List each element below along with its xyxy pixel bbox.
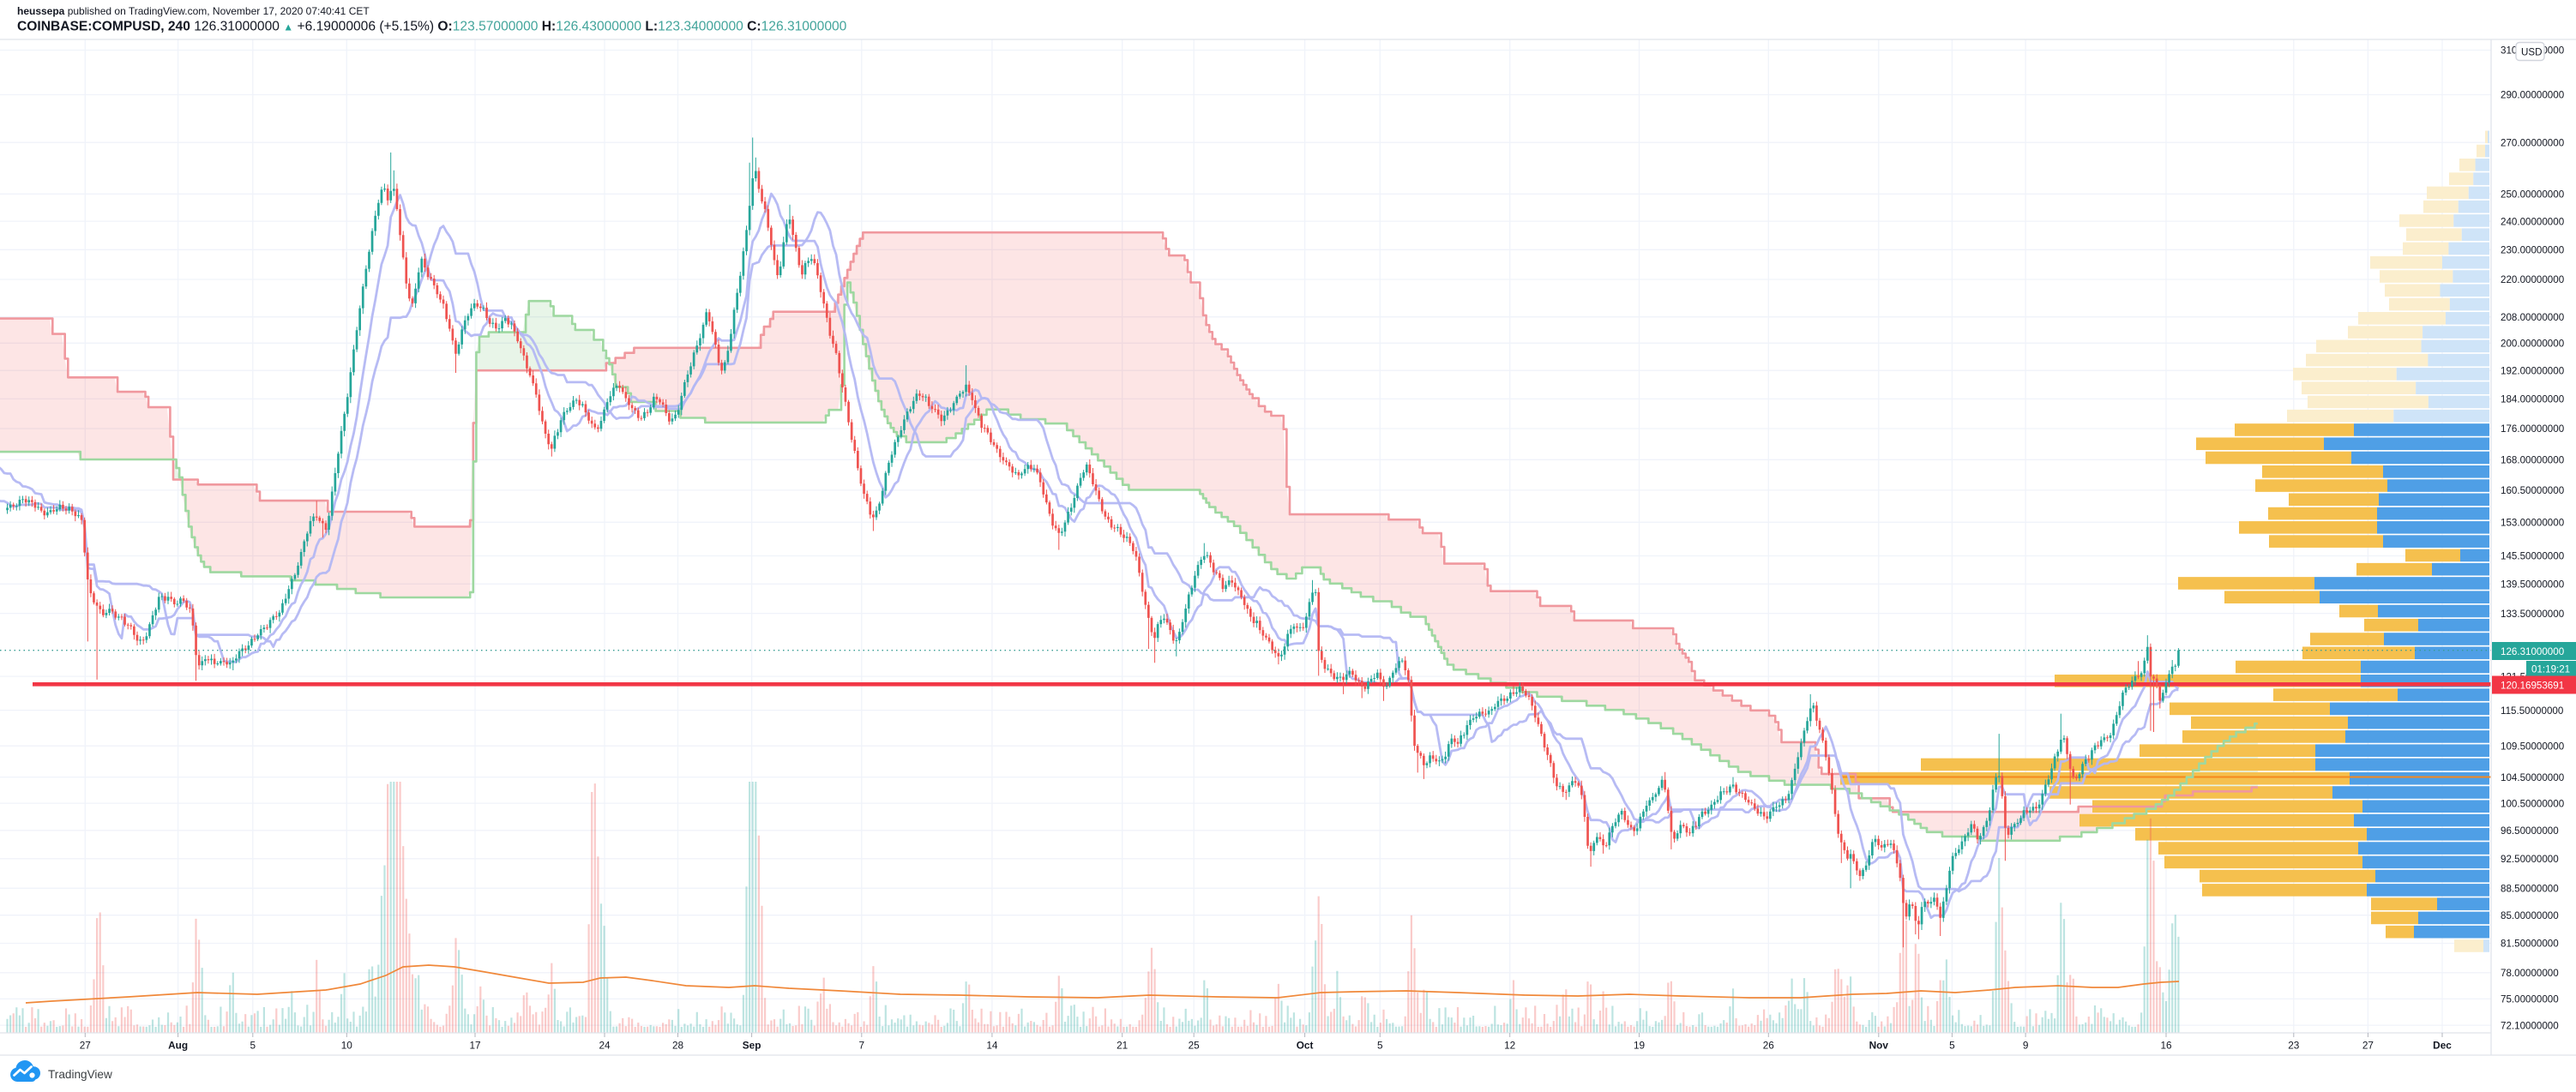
svg-text:153.00000000: 153.00000000	[2501, 518, 2564, 529]
svg-text:120.16953691: 120.16953691	[2501, 680, 2564, 691]
svg-text:145.50000000: 145.50000000	[2501, 551, 2564, 562]
svg-text:184.00000000: 184.00000000	[2501, 394, 2564, 405]
svg-text:88.50000000: 88.50000000	[2501, 884, 2559, 895]
svg-text:21: 21	[1116, 1040, 1128, 1052]
svg-text:230.00000000: 230.00000000	[2501, 245, 2564, 256]
svg-text:COINBASE:COMPUSD, 240 126.3100: COINBASE:COMPUSD, 240 126.31000000 ▲ +6.…	[17, 20, 847, 34]
svg-text:168.00000000: 168.00000000	[2501, 455, 2564, 466]
svg-text:85.00000000: 85.00000000	[2501, 910, 2559, 921]
svg-text:104.50000000: 104.50000000	[2501, 772, 2564, 783]
svg-text:Oct: Oct	[1297, 1040, 1314, 1052]
svg-text:12: 12	[1504, 1040, 1515, 1052]
svg-text:220.00000000: 220.00000000	[2501, 274, 2564, 285]
svg-text:19: 19	[1634, 1040, 1645, 1052]
svg-text:133.50000000: 133.50000000	[2501, 609, 2564, 620]
svg-text:192.00000000: 192.00000000	[2501, 365, 2564, 376]
svg-text:25: 25	[1189, 1040, 1201, 1052]
svg-text:24: 24	[599, 1040, 611, 1052]
svg-text:28: 28	[672, 1040, 684, 1052]
svg-text:250.00000000: 250.00000000	[2501, 189, 2564, 201]
svg-text:17: 17	[469, 1040, 480, 1052]
svg-text:78.00000000: 78.00000000	[2501, 968, 2559, 979]
svg-text:16: 16	[2160, 1040, 2172, 1052]
svg-text:160.50000000: 160.50000000	[2501, 485, 2564, 496]
svg-text:270.00000000: 270.00000000	[2501, 137, 2564, 148]
svg-text:9: 9	[2023, 1040, 2029, 1052]
svg-text:240.00000000: 240.00000000	[2501, 216, 2564, 227]
svg-text:139.50000000: 139.50000000	[2501, 579, 2564, 591]
svg-text:23: 23	[2288, 1040, 2300, 1052]
svg-text:5: 5	[1377, 1040, 1383, 1052]
svg-text:heussepa published on TradingV: heussepa published on TradingView.com, N…	[17, 5, 370, 17]
svg-text:Nov: Nov	[1869, 1040, 1889, 1052]
svg-text:115.50000000: 115.50000000	[2501, 705, 2563, 717]
svg-text:75.00000000: 75.00000000	[2501, 994, 2559, 1005]
svg-text:5: 5	[250, 1040, 256, 1052]
svg-text:290.00000000: 290.00000000	[2501, 90, 2564, 101]
svg-text:10: 10	[341, 1040, 353, 1052]
svg-text:TradingView: TradingView	[48, 1068, 112, 1081]
svg-text:126.31000000: 126.31000000	[2501, 646, 2564, 657]
svg-text:5: 5	[1949, 1040, 1955, 1052]
svg-text:208.00000000: 208.00000000	[2501, 312, 2564, 323]
svg-text:27: 27	[2362, 1040, 2374, 1052]
svg-text:100.50000000: 100.50000000	[2501, 798, 2564, 809]
svg-text:96.50000000: 96.50000000	[2501, 825, 2559, 837]
svg-text:Dec: Dec	[2433, 1040, 2452, 1052]
svg-text:200.00000000: 200.00000000	[2501, 339, 2564, 350]
svg-text:81.50000000: 81.50000000	[2501, 939, 2559, 950]
svg-text:7: 7	[859, 1040, 865, 1052]
svg-text:176.00000000: 176.00000000	[2501, 423, 2564, 435]
svg-text:Aug: Aug	[168, 1040, 188, 1052]
svg-text:14: 14	[986, 1040, 998, 1052]
svg-text:27: 27	[80, 1040, 91, 1052]
svg-text:Sep: Sep	[743, 1040, 761, 1052]
svg-text:109.50000000: 109.50000000	[2501, 741, 2564, 752]
svg-text:USD: USD	[2521, 47, 2542, 58]
svg-text:72.10000000: 72.10000000	[2501, 1020, 2559, 1031]
svg-text:26: 26	[1763, 1040, 1775, 1052]
svg-text:92.50000000: 92.50000000	[2501, 854, 2559, 865]
svg-text:01:19:21: 01:19:21	[2531, 664, 2570, 675]
